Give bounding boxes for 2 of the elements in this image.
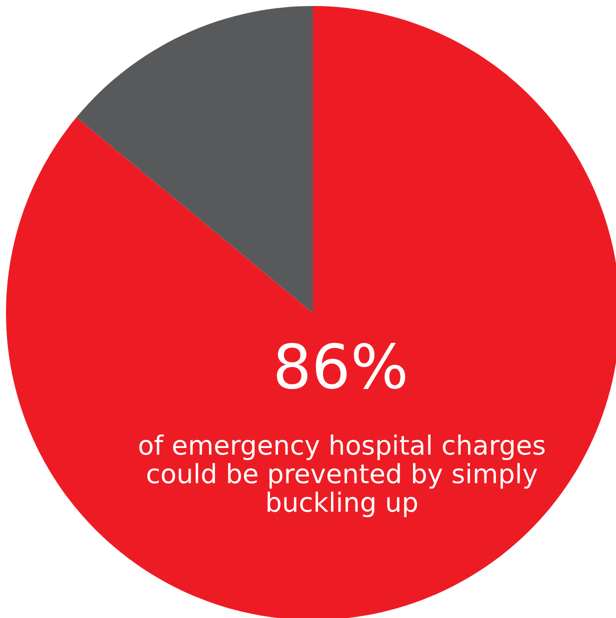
text: of emergency hospital charges could be prevented by simply buckling up — [139, 434, 545, 518]
data-label: 86% — [276, 342, 406, 390]
